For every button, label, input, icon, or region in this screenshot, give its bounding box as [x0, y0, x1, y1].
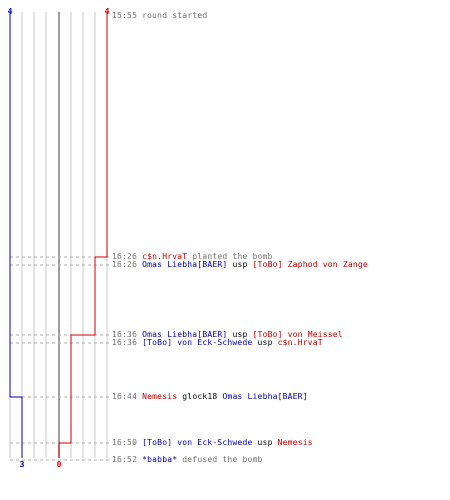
alive-count-graph: [9, 12, 112, 461]
event-player: Nemesis: [142, 392, 178, 401]
event-player: [ToBo] von Meissel: [252, 330, 343, 339]
terrorist-alive-trace: [58, 12, 108, 458]
event-text: round started: [142, 11, 208, 20]
event-time: 16:26: [112, 252, 138, 261]
event-time: 16:50: [112, 438, 138, 447]
event-row: 16:50 [ToBo] von Eck-Schwede usp Nemesis: [112, 438, 313, 448]
event-player: c$n.HrvaT: [142, 252, 188, 261]
event-player: c$n.HrvaT: [277, 338, 323, 347]
event-player: Nemesis: [277, 438, 313, 447]
t-end-count: 0: [56, 460, 62, 469]
counter-terrorist-alive-trace: [9, 12, 23, 458]
event-player: [ToBo] von Eck-Schwede: [142, 338, 253, 347]
event-row: 16:44 Nemesis glock18 Omas Liebha[BAER]: [112, 392, 308, 402]
event-weapon: usp: [232, 330, 248, 339]
event-weapon: glock18: [182, 392, 218, 401]
event-row: 16:26 c$n.HrvaT planted the bomb: [112, 252, 273, 262]
event-row: 16:26 Omas Liebha[BAER] usp [ToBo] Zapho…: [112, 260, 368, 270]
event-player: Omas Liebha[BAER]: [222, 392, 308, 401]
event-time: 16:26: [112, 260, 138, 269]
event-text: planted the bomb: [192, 252, 273, 261]
event-player: Omas Liebha[BAER]: [142, 260, 228, 269]
ct-end-count: 3: [19, 460, 25, 469]
event-weapon: usp: [257, 438, 273, 447]
event-row: 16:36 Omas Liebha[BAER] usp [ToBo] von M…: [112, 330, 343, 340]
event-text: defused the bomb: [182, 455, 263, 464]
event-player: *babba*: [142, 455, 178, 464]
event-player: [ToBo] von Eck-Schwede: [142, 438, 253, 447]
event-row: 15:55 round started: [112, 11, 207, 21]
t-start-count: 4: [104, 7, 110, 16]
event-row: 16:52 *babba* defused the bomb: [112, 455, 263, 465]
event-time: 15:55: [112, 11, 138, 20]
event-weapon: usp: [257, 338, 273, 347]
event-time: 16:36: [112, 338, 138, 347]
ct-start-count: 4: [7, 7, 13, 16]
event-time: 16:36: [112, 330, 138, 339]
event-player: Omas Liebha[BAER]: [142, 330, 228, 339]
event-row: 16:36 [ToBo] von Eck-Schwede usp c$n.Hrv…: [112, 338, 323, 348]
event-time: 16:52: [112, 455, 138, 464]
event-time: 16:44: [112, 392, 138, 401]
event-player: [ToBo] Zaphod von Zange: [252, 260, 368, 269]
event-weapon: usp: [232, 260, 248, 269]
